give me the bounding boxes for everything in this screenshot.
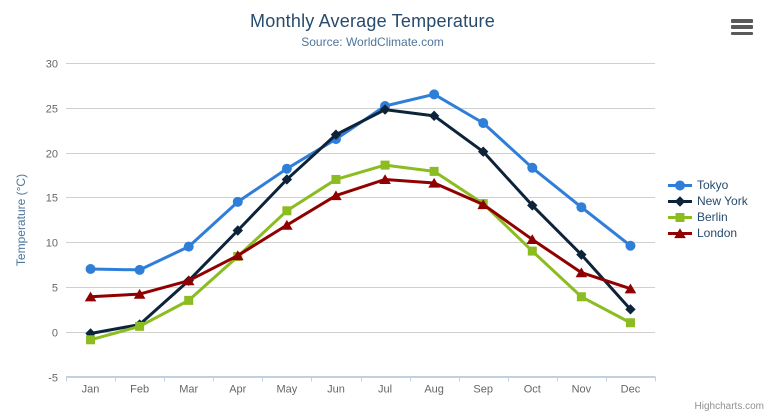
x-axis-label: Sep xyxy=(473,384,493,396)
legend-item-berlin[interactable]: Berlin xyxy=(668,209,748,225)
point-new-york-jun[interactable] xyxy=(330,129,342,140)
point-new-york-nov[interactable] xyxy=(576,249,587,260)
chart-subtitle: Source: WorldClimate.com xyxy=(301,35,444,49)
y-axis-title: Temperature (°C) xyxy=(14,174,28,266)
burger-bar xyxy=(731,19,753,23)
point-new-york-jul[interactable] xyxy=(379,104,391,115)
x-axis-label: Oct xyxy=(524,384,541,396)
y-axis-label: 10 xyxy=(46,238,58,250)
series-new-york-line[interactable] xyxy=(89,108,632,336)
legend-label: New York xyxy=(697,194,748,208)
x-axis-label: Dec xyxy=(621,384,641,396)
point-tokyo-aug[interactable] xyxy=(429,89,440,100)
point-tokyo-sep[interactable] xyxy=(478,118,489,129)
point-london-jan[interactable] xyxy=(84,291,97,302)
diamond-marker-glyph[interactable] xyxy=(674,195,686,207)
x-axis-label: May xyxy=(276,384,297,396)
y-axis-label: 25 xyxy=(46,104,58,116)
point-berlin-aug[interactable] xyxy=(429,166,439,176)
context-menu-icon[interactable] xyxy=(731,19,753,35)
legend-item-new-york[interactable]: New York xyxy=(668,193,748,209)
series-tokyo[interactable] xyxy=(85,89,636,275)
x-axis-label: Nov xyxy=(572,384,592,396)
point-london-may[interactable] xyxy=(281,219,293,230)
point-new-york-aug[interactable] xyxy=(428,110,440,122)
legend-item-london[interactable]: London xyxy=(668,225,748,241)
point-new-york-dec[interactable] xyxy=(625,304,636,315)
point-london-aug[interactable] xyxy=(428,177,440,188)
point-london-nov[interactable] xyxy=(575,267,588,278)
credits-link[interactable]: Highcharts.com xyxy=(694,401,764,412)
point-berlin-mar[interactable] xyxy=(184,295,194,305)
series-new-york[interactable] xyxy=(85,104,636,339)
point-berlin-dec[interactable] xyxy=(625,318,635,328)
x-axis-label: Aug xyxy=(424,384,444,396)
chart-title: Monthly Average Temperature xyxy=(250,11,495,31)
triangle-marker-glyph[interactable] xyxy=(674,227,686,238)
legend-item-tokyo[interactable]: Tokyo xyxy=(668,177,748,193)
point-tokyo-dec[interactable] xyxy=(625,240,636,251)
point-berlin-feb[interactable] xyxy=(135,321,145,331)
point-tokyo-nov[interactable] xyxy=(576,202,587,213)
point-berlin-jun[interactable] xyxy=(331,174,341,184)
square-marker-glyph[interactable] xyxy=(675,212,685,222)
burger-bar xyxy=(731,31,753,35)
point-berlin-may[interactable] xyxy=(282,206,292,216)
point-london-sep[interactable] xyxy=(477,199,490,210)
y-axis-label: 15 xyxy=(46,193,58,205)
point-new-york-oct[interactable] xyxy=(527,200,538,211)
series-london-line[interactable] xyxy=(89,177,632,299)
point-tokyo-oct[interactable] xyxy=(527,162,538,173)
point-london-jul[interactable] xyxy=(379,174,391,185)
point-tokyo-apr[interactable] xyxy=(232,196,243,207)
point-berlin-oct[interactable] xyxy=(527,246,537,256)
burger-bar xyxy=(731,25,753,29)
y-axis-label: -5 xyxy=(48,373,58,385)
point-berlin-nov[interactable] xyxy=(576,292,586,302)
x-axis xyxy=(66,376,656,382)
point-london-oct[interactable] xyxy=(526,234,539,245)
series-london[interactable] xyxy=(84,174,637,302)
point-london-mar[interactable] xyxy=(182,275,195,286)
point-berlin-jan[interactable] xyxy=(86,335,96,345)
legend: Tokyo New York Berlin London xyxy=(668,177,748,241)
square-marker-icon xyxy=(668,212,692,222)
legend-label: Berlin xyxy=(697,210,728,224)
y-axis-label: 5 xyxy=(52,283,58,295)
point-new-york-may[interactable] xyxy=(281,174,293,185)
gridlines xyxy=(66,63,655,378)
legend-label: London xyxy=(697,226,738,240)
x-axis-labels: Jan Feb Mar Apr May Jun Jul Aug Sep Oct Nov Dec xyxy=(82,384,641,396)
x-axis-label: Feb xyxy=(130,384,149,396)
point-london-jun[interactable] xyxy=(330,190,342,201)
point-london-dec[interactable] xyxy=(624,283,637,294)
circle-marker-glyph[interactable] xyxy=(675,180,685,190)
x-axis-label: Jan xyxy=(82,384,100,396)
y-axis-label: 20 xyxy=(46,149,58,161)
point-london-apr[interactable] xyxy=(231,250,244,261)
point-tokyo-jan[interactable] xyxy=(85,264,96,275)
series-berlin-line[interactable] xyxy=(89,163,632,342)
x-axis-label: Apr xyxy=(229,384,246,396)
circle-marker-icon xyxy=(668,180,692,190)
y-axis-label: 0 xyxy=(52,328,58,340)
x-axis-label: Mar xyxy=(179,384,198,396)
point-tokyo-mar[interactable] xyxy=(183,241,194,252)
diamond-marker-icon xyxy=(668,195,692,207)
point-new-york-sep[interactable] xyxy=(478,146,489,157)
y-axis-label: 30 xyxy=(46,59,58,71)
point-tokyo-feb[interactable] xyxy=(134,264,145,275)
y-axis-labels: 30 25 20 15 10 5 0 -5 xyxy=(46,59,58,385)
triangle-marker-icon xyxy=(668,227,692,238)
point-london-feb[interactable] xyxy=(133,288,146,299)
x-axis-label: Jul xyxy=(378,384,392,396)
x-axis-label: Jun xyxy=(327,384,345,396)
point-berlin-jul[interactable] xyxy=(380,160,390,170)
point-new-york-apr[interactable] xyxy=(232,225,243,236)
point-tokyo-may[interactable] xyxy=(281,163,292,174)
legend-label: Tokyo xyxy=(697,178,729,192)
